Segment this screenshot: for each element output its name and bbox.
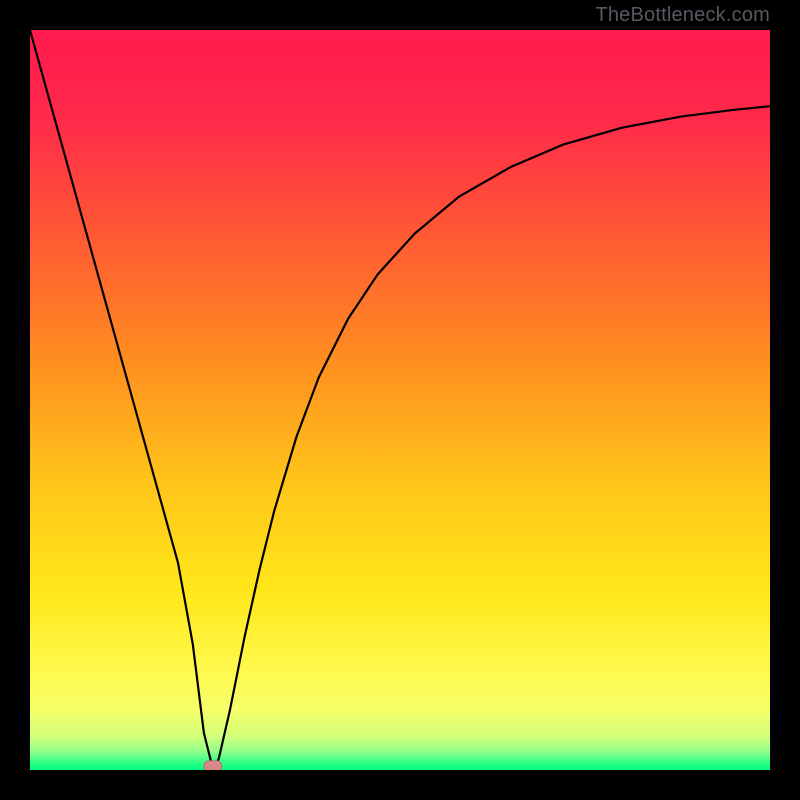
- gradient-background: [30, 30, 770, 770]
- watermark-text: TheBottleneck.com: [595, 4, 770, 27]
- plot-area: [30, 30, 770, 770]
- optimal-point-marker: [204, 761, 222, 770]
- chart-svg: [30, 30, 770, 770]
- chart-frame: TheBottleneck.com: [0, 0, 800, 800]
